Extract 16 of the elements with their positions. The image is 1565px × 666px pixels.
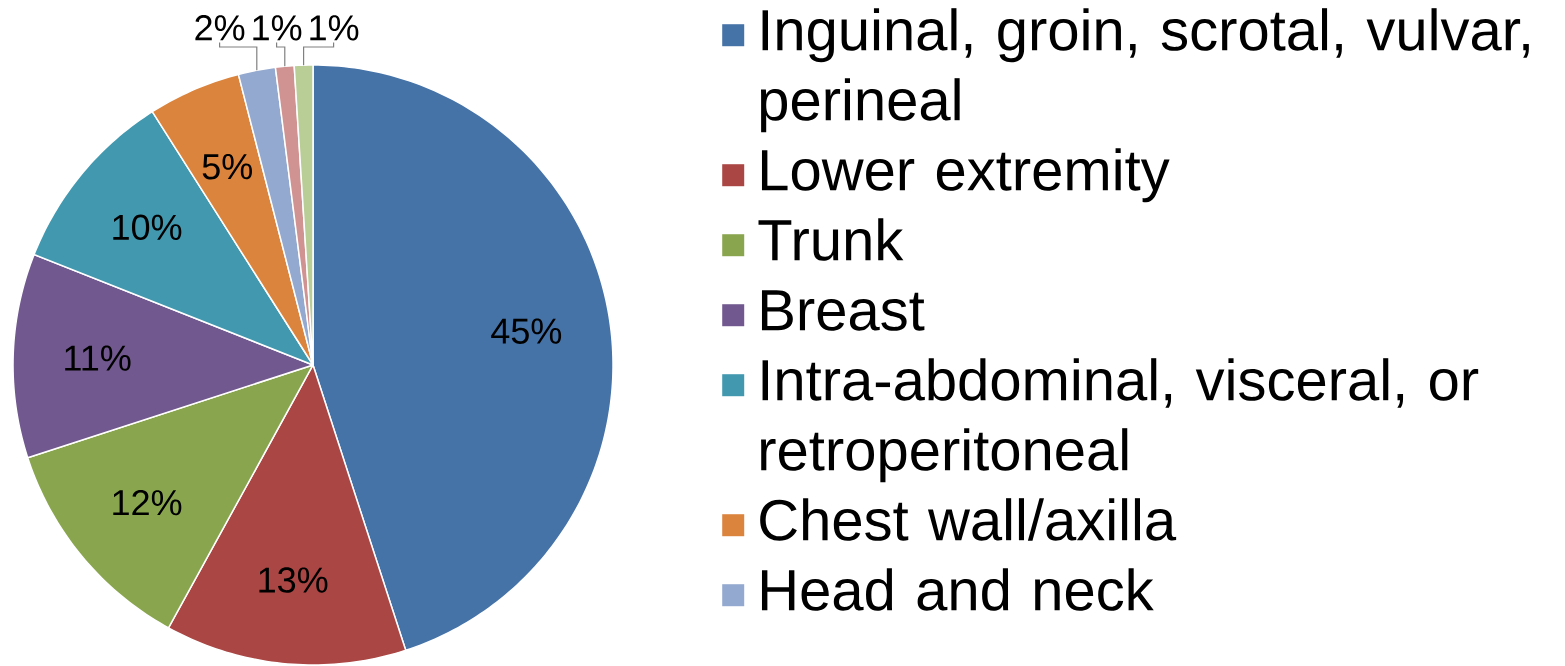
legend-label: Chest wall/axilla	[760, 498, 1177, 541]
legend-label: Lower extremity	[761, 148, 1170, 203]
legend-label: Intra-abdominal, visceral, or retroperitoneal	[761, 358, 1479, 483]
data-label: 45%	[491, 318, 562, 344]
legend-label: Inguinal, groin, scrotal, vulvar, perineal	[760, 8, 1529, 133]
legend-label: Breast	[761, 290, 925, 331]
data-label: 11%	[65, 345, 131, 371]
data-label: 10%	[113, 214, 182, 241]
legend-label: Trunk	[758, 218, 904, 261]
data-label: 1%	[253, 15, 302, 41]
data-label: 5%	[202, 154, 252, 180]
data-label: 12%	[113, 489, 182, 516]
data-label: 2%	[195, 15, 245, 41]
legend-label: Head and neck	[761, 568, 1154, 611]
data-label: 1%	[310, 15, 359, 41]
data-label: 13%	[259, 567, 328, 593]
